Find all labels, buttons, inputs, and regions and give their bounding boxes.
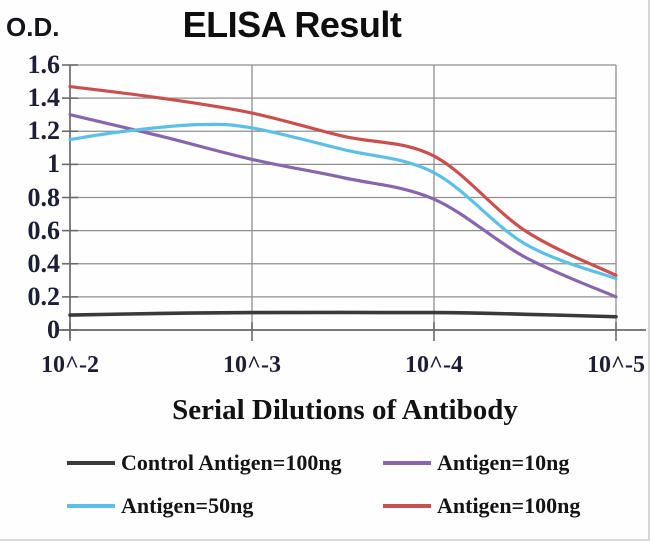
legend-label: Control Antigen=100ng bbox=[121, 450, 342, 475]
y-tick-label-1.2: 1.2 bbox=[27, 116, 61, 146]
legend-swatch-cyan-line bbox=[67, 504, 115, 508]
legend-label: Antigen=10ng bbox=[437, 450, 570, 475]
x-axis-title: Serial Dilutions of Antibody bbox=[172, 394, 518, 426]
legend-label: Antigen=50ng bbox=[121, 493, 254, 518]
x-tick-label-10^-5: 10^-5 bbox=[587, 352, 645, 378]
y-tick-label-0.8: 0.8 bbox=[27, 182, 61, 212]
legend-swatch-red-line bbox=[383, 504, 431, 508]
legend-item-antigen-50ng: Antigen=50ng bbox=[67, 492, 253, 520]
chart-title: ELISA Result bbox=[182, 4, 402, 45]
legend-swatch-black-line bbox=[67, 461, 115, 465]
legend-item-control-antigen-100ng: Control Antigen=100ng bbox=[67, 449, 342, 477]
x-tick-label-10^-3: 10^-3 bbox=[223, 352, 281, 378]
y-tick-label-0.4: 0.4 bbox=[27, 248, 61, 278]
y-tick-label-0.2: 0.2 bbox=[27, 281, 61, 311]
y-tick-label-1: 1 bbox=[47, 149, 60, 179]
legend-label: Antigen=100ng bbox=[437, 493, 581, 518]
legend-item-antigen-10ng: Antigen=10ng bbox=[383, 449, 569, 477]
legend-item-antigen-100ng: Antigen=100ng bbox=[383, 492, 580, 520]
x-tick-label-10^-2: 10^-2 bbox=[41, 352, 99, 378]
x-tick-label-10^-4: 10^-4 bbox=[405, 352, 463, 378]
y-tick-label-1.4: 1.4 bbox=[27, 83, 61, 113]
y-axis-title: O.D. bbox=[6, 12, 60, 42]
y-tick-label-0: 0 bbox=[47, 315, 60, 344]
legend-swatch-purple-line bbox=[383, 461, 431, 465]
y-tick-label-1.6: 1.6 bbox=[27, 50, 61, 79]
series-line-antigen-50ng bbox=[68, 122, 618, 281]
series-line-antigen-100ng bbox=[68, 84, 618, 277]
series-line-control-antigen-100ng bbox=[68, 310, 618, 319]
y-tick-label-0.6: 0.6 bbox=[27, 215, 61, 245]
series-line-antigen-10ng bbox=[68, 113, 618, 299]
